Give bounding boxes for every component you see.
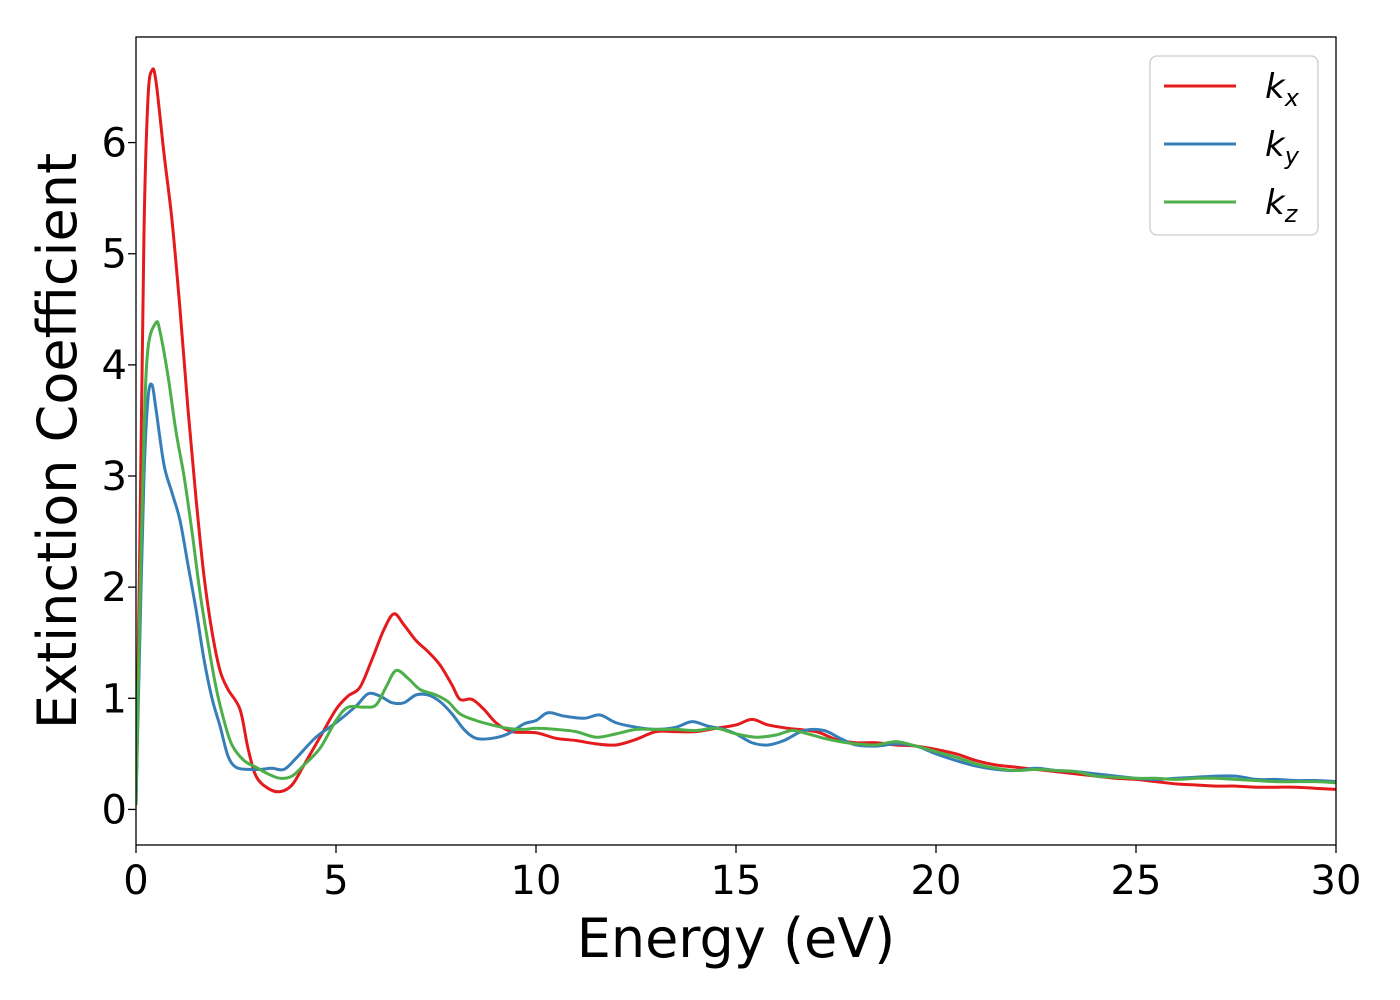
x-axis-label: Energy (eV)	[577, 907, 896, 970]
legend-label-main: k	[1265, 125, 1286, 165]
legend-item-kz: kz	[1164, 183, 1299, 228]
y-tick-label: 6	[102, 121, 127, 167]
x-tick-label: 20	[911, 858, 962, 904]
legend-label-sub: x	[1284, 84, 1300, 112]
axes: 0 5 10 15 20 25 30 0 1 2 3 4 5 6	[102, 36, 1362, 904]
legend-label: kz	[1265, 183, 1299, 228]
x-tick-label: 5	[323, 858, 348, 904]
legend-label: ky	[1265, 125, 1300, 170]
y-tick-label: 3	[102, 454, 127, 500]
legend-label: kx	[1265, 67, 1300, 112]
x-tick-label: 10	[511, 858, 562, 904]
legend-item-ky: ky	[1164, 125, 1300, 170]
y-tick-label: 1	[102, 676, 127, 722]
y-axis-label: Extinction Coefficient	[26, 153, 89, 729]
y-tick-label: 0	[102, 787, 127, 833]
series-line-kz	[136, 320, 1336, 806]
legend-item-kx: kx	[1164, 67, 1300, 112]
legend-label-main: k	[1265, 183, 1286, 223]
legend-label-sub: y	[1284, 142, 1300, 170]
plot-lines	[136, 67, 1336, 806]
legend-label-sub: z	[1284, 200, 1299, 228]
y-tick-label: 5	[102, 232, 127, 278]
y-tick-label: 2	[102, 565, 127, 611]
y-tick-label: 4	[102, 343, 127, 389]
x-tick-label: 15	[711, 858, 762, 904]
legend-label-main: k	[1265, 67, 1286, 107]
x-tick-label: 0	[123, 858, 148, 904]
x-tick-label: 25	[1111, 858, 1162, 904]
x-tick-label: 30	[1311, 858, 1362, 904]
